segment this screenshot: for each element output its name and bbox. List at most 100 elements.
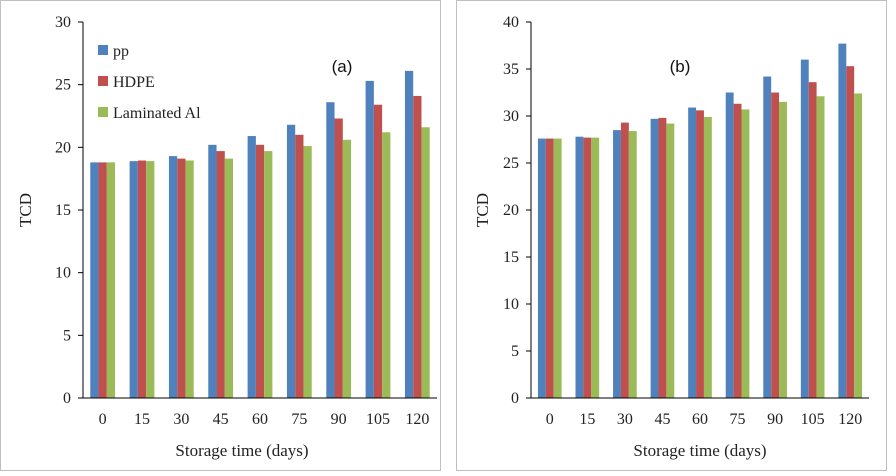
- panel-a-bar-pp: [365, 80, 374, 398]
- panel-a-bar-hdpe: [373, 104, 383, 398]
- panel-a-x-tick-label: 90: [331, 411, 347, 428]
- panel-a-bar-hdpe: [413, 95, 422, 399]
- panel-a-x-axis-title: Storage time (days): [175, 441, 308, 460]
- legend-label: HDPE: [113, 74, 155, 91]
- panel-b-y-tick-label: 0: [511, 390, 519, 407]
- panel-b-x-tick-label: 60: [692, 411, 708, 428]
- panel-b-y-tick-label: 10: [503, 296, 519, 313]
- panel-b-y-tick-label: 5: [511, 343, 519, 360]
- panel-a-bar-hdpe: [255, 144, 265, 398]
- panel-b-bar-hdpe: [771, 92, 780, 398]
- panel-b-bar-laminated-al: [816, 96, 825, 398]
- panel-a-x-tick-label: 15: [134, 411, 150, 428]
- legend-swatch-hdpe: [98, 76, 108, 86]
- panel-b-x-tick-label: 30: [617, 411, 633, 428]
- panel-a-y-tick-label: 10: [55, 265, 71, 282]
- panel-b-bar-hdpe: [696, 110, 704, 399]
- panel-b-x-tick-label: 45: [654, 411, 670, 428]
- panel-b-x-axis-title: Storage time (days): [633, 441, 766, 460]
- panel-a-y-tick-label: 15: [55, 202, 71, 219]
- panel-a-bar-laminated-al: [185, 160, 194, 398]
- panel-b-bar-laminated-al: [741, 109, 750, 399]
- panel-a-tag: (a): [332, 57, 353, 76]
- panel-b-bar-laminated-al: [703, 116, 712, 398]
- panel-b-bar-laminated-al: [854, 93, 863, 398]
- panel-b-y-tick-label: 15: [503, 249, 519, 266]
- panel-a-bar-laminated-al: [303, 146, 312, 398]
- legend-swatch-pp: [98, 45, 108, 55]
- panel-b-bar-pp: [763, 76, 772, 399]
- panel-a-x-tick-label: 0: [99, 411, 107, 428]
- panel-a-bar-pp: [129, 161, 138, 398]
- panel-a-bar-laminated-al: [264, 151, 273, 398]
- panel-b-x-tick-label: 15: [579, 411, 595, 428]
- panel-a-bar-pp: [326, 102, 335, 399]
- panel-a-bar-laminated-al: [106, 162, 116, 398]
- panel-a-x-tick-label: 105: [366, 411, 390, 428]
- panel-a-bar-hdpe: [295, 134, 304, 399]
- panel-a-bar-laminated-al: [146, 161, 155, 398]
- panel-b-bar-laminated-al: [666, 123, 675, 399]
- panel-b-bar-hdpe: [733, 103, 742, 398]
- panel-b-x-tick-label: 90: [767, 411, 783, 428]
- panel-b-y-axis-title: TCD: [473, 193, 492, 227]
- panel-b-bar-pp: [800, 59, 809, 398]
- panel-a-bar-pp: [168, 156, 178, 398]
- panel-b-bar-laminated-al: [591, 137, 600, 398]
- panel-a-y-tick-label: 5: [63, 327, 71, 344]
- panel-a-frame: [0, 0, 441, 471]
- panel-a-x-tick-label: 30: [173, 411, 189, 428]
- panel-b-bar-hdpe: [620, 122, 629, 398]
- panel-b-y-tick-label: 35: [503, 61, 519, 78]
- panel-b-y-tick-label: 25: [503, 155, 519, 172]
- panel-a-y-axis-title: TCD: [16, 193, 35, 227]
- panel-a-bar-laminated-al: [421, 127, 430, 398]
- panel-b-bar-pp: [688, 107, 697, 398]
- panel-b-bar-hdpe: [658, 117, 667, 398]
- panel-b-y-tick-label: 40: [503, 14, 519, 31]
- panel-a-x-tick-label: 45: [213, 411, 229, 428]
- panel-a-bar-pp: [90, 162, 99, 398]
- panel-a-bar-pp: [404, 70, 414, 398]
- legend-label: pp: [113, 43, 129, 60]
- panel-a-y-tick-label: 25: [55, 77, 71, 94]
- panel-b-bar-laminated-al: [779, 101, 787, 399]
- panel-b-bar-laminated-al: [628, 131, 637, 399]
- panel-b-frame: [456, 0, 887, 471]
- panel-a-x-tick-label: 60: [252, 411, 268, 428]
- panel-b-x-tick-label: 105: [801, 411, 825, 428]
- panel-a-bar-laminated-al: [382, 132, 391, 398]
- panel-b-bar-pp: [575, 136, 584, 398]
- panel-a-x-tick-label: 120: [405, 411, 429, 428]
- panel-b-x-tick-label: 0: [546, 411, 554, 428]
- panel-a-x-tick-label: 75: [291, 411, 307, 428]
- panel-a-bar-hdpe: [216, 151, 225, 398]
- panel-a-bar-hdpe: [98, 162, 107, 398]
- panel-b-tag: (b): [670, 57, 691, 76]
- panel-a-bar-hdpe: [177, 158, 186, 398]
- panel-b-x-tick-label: 120: [838, 411, 862, 428]
- panel-b-y-tick-label: 20: [503, 202, 519, 219]
- panel-b-bar-hdpe: [808, 82, 817, 398]
- panel-a-y-tick-label: 20: [55, 139, 71, 156]
- legend-swatch-laminated-al: [98, 107, 108, 117]
- panel-b-bar-hdpe: [846, 66, 855, 399]
- panel-a-bar-pp: [208, 144, 217, 398]
- panel-a-bar-laminated-al: [342, 139, 352, 398]
- panel-b-bar-pp: [838, 43, 847, 399]
- panel-a-y-tick-label: 30: [55, 14, 71, 31]
- panel-b-y-tick-label: 30: [503, 108, 519, 125]
- panel-a-bar-laminated-al: [224, 158, 234, 398]
- panel-a-y-tick-label: 0: [63, 390, 71, 407]
- panel-a-bar-hdpe: [137, 160, 147, 398]
- chart-panel-b: (b) Storage time (days) TCD 0 5 10 15 20 25 30…: [473, 14, 869, 460]
- panel-a-bar-pp: [247, 136, 256, 398]
- panel-b-bar-pp: [725, 92, 734, 398]
- panel-b-bar-pp: [537, 138, 546, 398]
- panel-b-bar-pp: [650, 118, 659, 398]
- panel-a-bar-hdpe: [334, 118, 343, 399]
- chart-panel-a: (a) Storage time (days) TCD 0 5 10 15 20 25 30…: [16, 14, 437, 460]
- legend-label: Laminated Al: [113, 105, 201, 122]
- panel-b-bar-hdpe: [545, 138, 554, 398]
